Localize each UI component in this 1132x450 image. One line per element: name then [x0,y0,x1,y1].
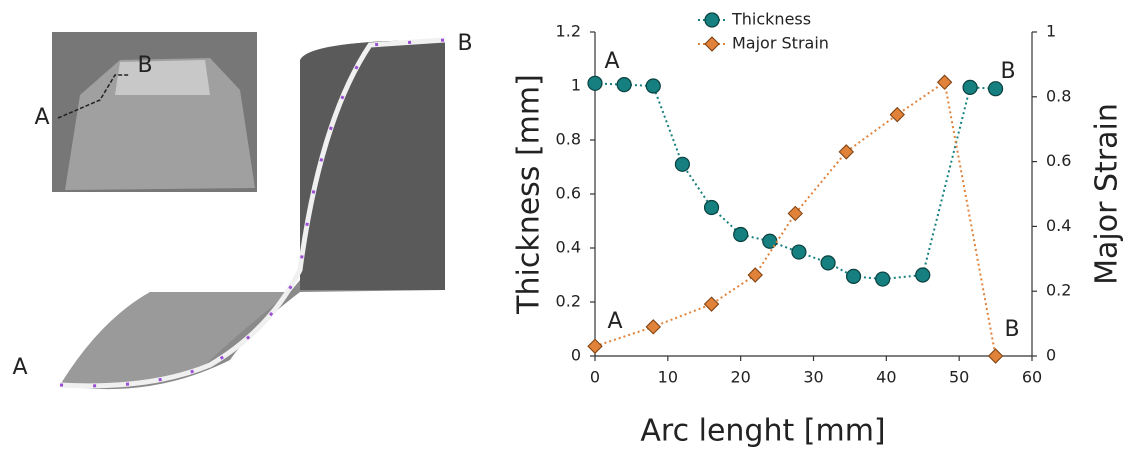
data-point [987,81,1004,97]
annotation: A [607,309,622,334]
data-point [645,319,661,335]
x-tick-label: 30 [803,368,823,387]
data-point [820,255,836,271]
data-point [845,268,862,284]
legend-label: Major Strain [732,34,829,53]
data-point [703,296,720,312]
data-point [616,77,632,93]
photo-label: A [34,105,49,130]
y2-tick-label: 0.8 [1046,86,1071,105]
y2-tick-label: 1 [1046,22,1056,41]
x-tick-label: 60 [1022,368,1042,387]
photo-label: A [12,355,27,380]
data-point [645,78,661,94]
chart: Arc lenght [mm] Thickness [mm] Major Str… [512,10,1125,449]
data-point [787,205,803,222]
photo: A B A B [12,31,473,390]
data-point [587,75,603,91]
annotation: B [1000,59,1015,84]
data-point [962,79,978,95]
legend-marker [704,12,720,28]
photo-label: B [457,31,472,56]
photo-flange [60,292,290,386]
y-tick-label: 0.2 [556,292,581,311]
data-point [915,267,931,283]
y2-tick-label: 0.4 [1046,216,1071,235]
y-tick-label: 0.8 [556,130,581,149]
photo-inset-top [115,60,210,95]
photo-wall [300,40,445,290]
data-point [674,156,691,172]
x-tick-label: 0 [590,368,600,387]
y2-tick-label: 0 [1046,346,1056,365]
annotation: B [1004,317,1019,342]
y-tick-label: 0.6 [556,184,581,203]
x-axis-label: Arc lenght [mm] [640,414,885,449]
y-tick-label: 1.2 [556,22,581,41]
data-point [587,338,603,354]
x-tick-label: 10 [658,368,678,387]
y-axis-label: Thickness [mm] [512,74,547,315]
photo-edge [59,37,446,389]
data-point [936,74,953,90]
data-point [889,106,905,123]
x-tick-label: 50 [949,368,969,387]
x-tick-label: 20 [730,368,750,387]
y-tick-label: 0.4 [556,238,581,257]
photo-inset-line [57,74,130,119]
y-tick-label: 0 [571,346,581,365]
series-line [594,80,997,357]
y2-axis-label: Major Strain [1090,103,1125,285]
data-point [733,226,749,243]
x-tick-label: 40 [876,368,896,387]
data-point [791,244,807,260]
data-point [875,271,891,287]
data-point [838,144,854,160]
annotation: A [604,49,619,74]
y2-tick-label: 0.6 [1046,151,1071,170]
legend-label: Thickness [731,10,811,29]
y2-tick-label: 0.2 [1046,281,1071,300]
data-point [747,267,763,283]
legend-marker [704,36,720,52]
y-tick-label: 1 [571,76,581,95]
photo-label: B [137,53,152,78]
data-point [703,199,720,216]
data-point [987,348,1004,364]
